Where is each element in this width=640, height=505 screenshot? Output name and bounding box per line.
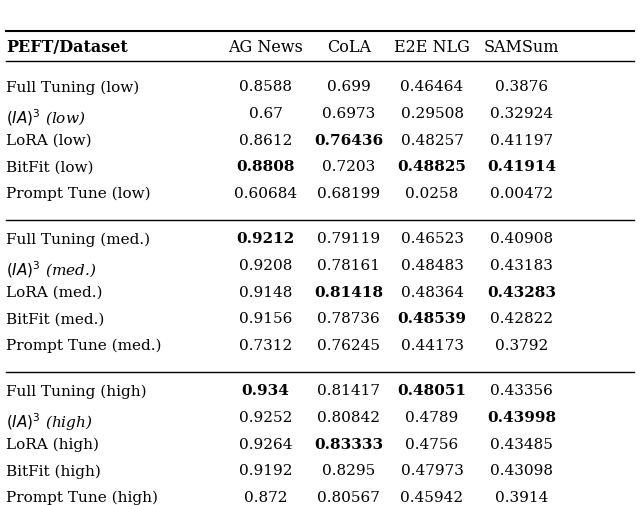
Text: LoRA (high): LoRA (high): [6, 437, 99, 451]
Text: 0.9212: 0.9212: [236, 232, 295, 246]
Text: 0.6973: 0.6973: [322, 107, 376, 121]
Text: Prompt Tune (high): Prompt Tune (high): [6, 490, 159, 504]
Text: BitFit (med.): BitFit (med.): [6, 312, 105, 326]
Text: 0.48364: 0.48364: [401, 285, 463, 299]
Text: 0.44173: 0.44173: [401, 338, 463, 352]
Text: 0.76245: 0.76245: [317, 338, 380, 352]
Text: 0.79119: 0.79119: [317, 232, 380, 246]
Text: 0.8588: 0.8588: [239, 80, 292, 94]
Text: 0.872: 0.872: [244, 490, 287, 504]
Text: 0.40908: 0.40908: [490, 232, 553, 246]
Text: 0.9192: 0.9192: [239, 464, 292, 478]
Text: 0.48483: 0.48483: [401, 259, 463, 273]
Text: 0.67: 0.67: [249, 107, 282, 121]
Text: BitFit (high): BitFit (high): [6, 464, 101, 478]
Text: 0.46464: 0.46464: [401, 80, 463, 94]
Text: 0.60684: 0.60684: [234, 187, 297, 200]
Text: Full Tuning (med.): Full Tuning (med.): [6, 232, 150, 246]
Text: 0.80567: 0.80567: [317, 490, 380, 504]
Text: 0.8808: 0.8808: [236, 160, 295, 174]
Text: 0.43356: 0.43356: [490, 384, 553, 398]
Text: 0.43485: 0.43485: [490, 437, 553, 451]
Text: 0.81417: 0.81417: [317, 384, 380, 398]
Text: Prompt Tune (low): Prompt Tune (low): [6, 187, 151, 201]
Text: 0.46523: 0.46523: [401, 232, 463, 246]
Text: 0.32924: 0.32924: [490, 107, 553, 121]
Text: 0.48539: 0.48539: [397, 312, 467, 326]
Text: 0.7312: 0.7312: [239, 338, 292, 352]
Text: 0.00472: 0.00472: [490, 187, 553, 200]
Text: 0.8612: 0.8612: [239, 133, 292, 147]
Text: CoLA: CoLA: [327, 39, 371, 57]
Text: 0.7203: 0.7203: [322, 160, 376, 174]
Text: 0.48257: 0.48257: [401, 133, 463, 147]
Text: 0.0258: 0.0258: [405, 187, 459, 200]
Text: 0.41914: 0.41914: [487, 160, 556, 174]
Text: Full Tuning (high): Full Tuning (high): [6, 384, 147, 398]
Text: $(IA)^3$ (high): $(IA)^3$ (high): [6, 411, 93, 432]
Text: AG News: AG News: [228, 39, 303, 57]
Text: 0.80842: 0.80842: [317, 411, 380, 424]
Text: 0.9252: 0.9252: [239, 411, 292, 424]
Text: LoRA (low): LoRA (low): [6, 133, 92, 147]
Text: 0.43183: 0.43183: [490, 259, 553, 273]
Text: 0.48825: 0.48825: [397, 160, 467, 174]
Text: 0.4789: 0.4789: [405, 411, 459, 424]
Text: 0.78161: 0.78161: [317, 259, 380, 273]
Text: 0.42822: 0.42822: [490, 312, 553, 326]
Text: 0.41197: 0.41197: [490, 133, 553, 147]
Text: 0.3792: 0.3792: [495, 338, 548, 352]
Text: SAMSum: SAMSum: [484, 39, 559, 57]
Text: 0.76436: 0.76436: [314, 133, 383, 147]
Text: Prompt Tune (med.): Prompt Tune (med.): [6, 338, 162, 353]
Text: 0.81418: 0.81418: [314, 285, 383, 299]
Text: 0.9148: 0.9148: [239, 285, 292, 299]
Text: 0.43998: 0.43998: [487, 411, 556, 424]
Text: 0.45942: 0.45942: [401, 490, 463, 504]
Text: 0.9208: 0.9208: [239, 259, 292, 273]
Text: 0.3914: 0.3914: [495, 490, 548, 504]
Text: 0.68199: 0.68199: [317, 187, 380, 200]
Text: 0.699: 0.699: [327, 80, 371, 94]
Text: 0.43283: 0.43283: [487, 285, 556, 299]
Text: BitFit (low): BitFit (low): [6, 160, 94, 174]
Text: $(IA)^3$ (med.): $(IA)^3$ (med.): [6, 259, 97, 279]
Text: 0.43098: 0.43098: [490, 464, 553, 478]
Text: 0.934: 0.934: [242, 384, 289, 398]
Text: 0.78736: 0.78736: [317, 312, 380, 326]
Text: 0.48051: 0.48051: [397, 384, 467, 398]
Text: 0.8295: 0.8295: [322, 464, 376, 478]
Text: PEFT/Dataset: PEFT/Dataset: [6, 39, 128, 57]
Text: 0.4756: 0.4756: [405, 437, 459, 451]
Text: 0.47973: 0.47973: [401, 464, 463, 478]
Text: E2E NLG: E2E NLG: [394, 39, 470, 57]
Text: 0.29508: 0.29508: [401, 107, 463, 121]
Text: Full Tuning (low): Full Tuning (low): [6, 80, 140, 94]
Text: 0.3876: 0.3876: [495, 80, 548, 94]
Text: 0.9264: 0.9264: [239, 437, 292, 451]
Text: 0.83333: 0.83333: [314, 437, 383, 451]
Text: $(IA)^3$ (low): $(IA)^3$ (low): [6, 107, 86, 128]
Text: 0.9156: 0.9156: [239, 312, 292, 326]
Text: LoRA (med.): LoRA (med.): [6, 285, 103, 299]
